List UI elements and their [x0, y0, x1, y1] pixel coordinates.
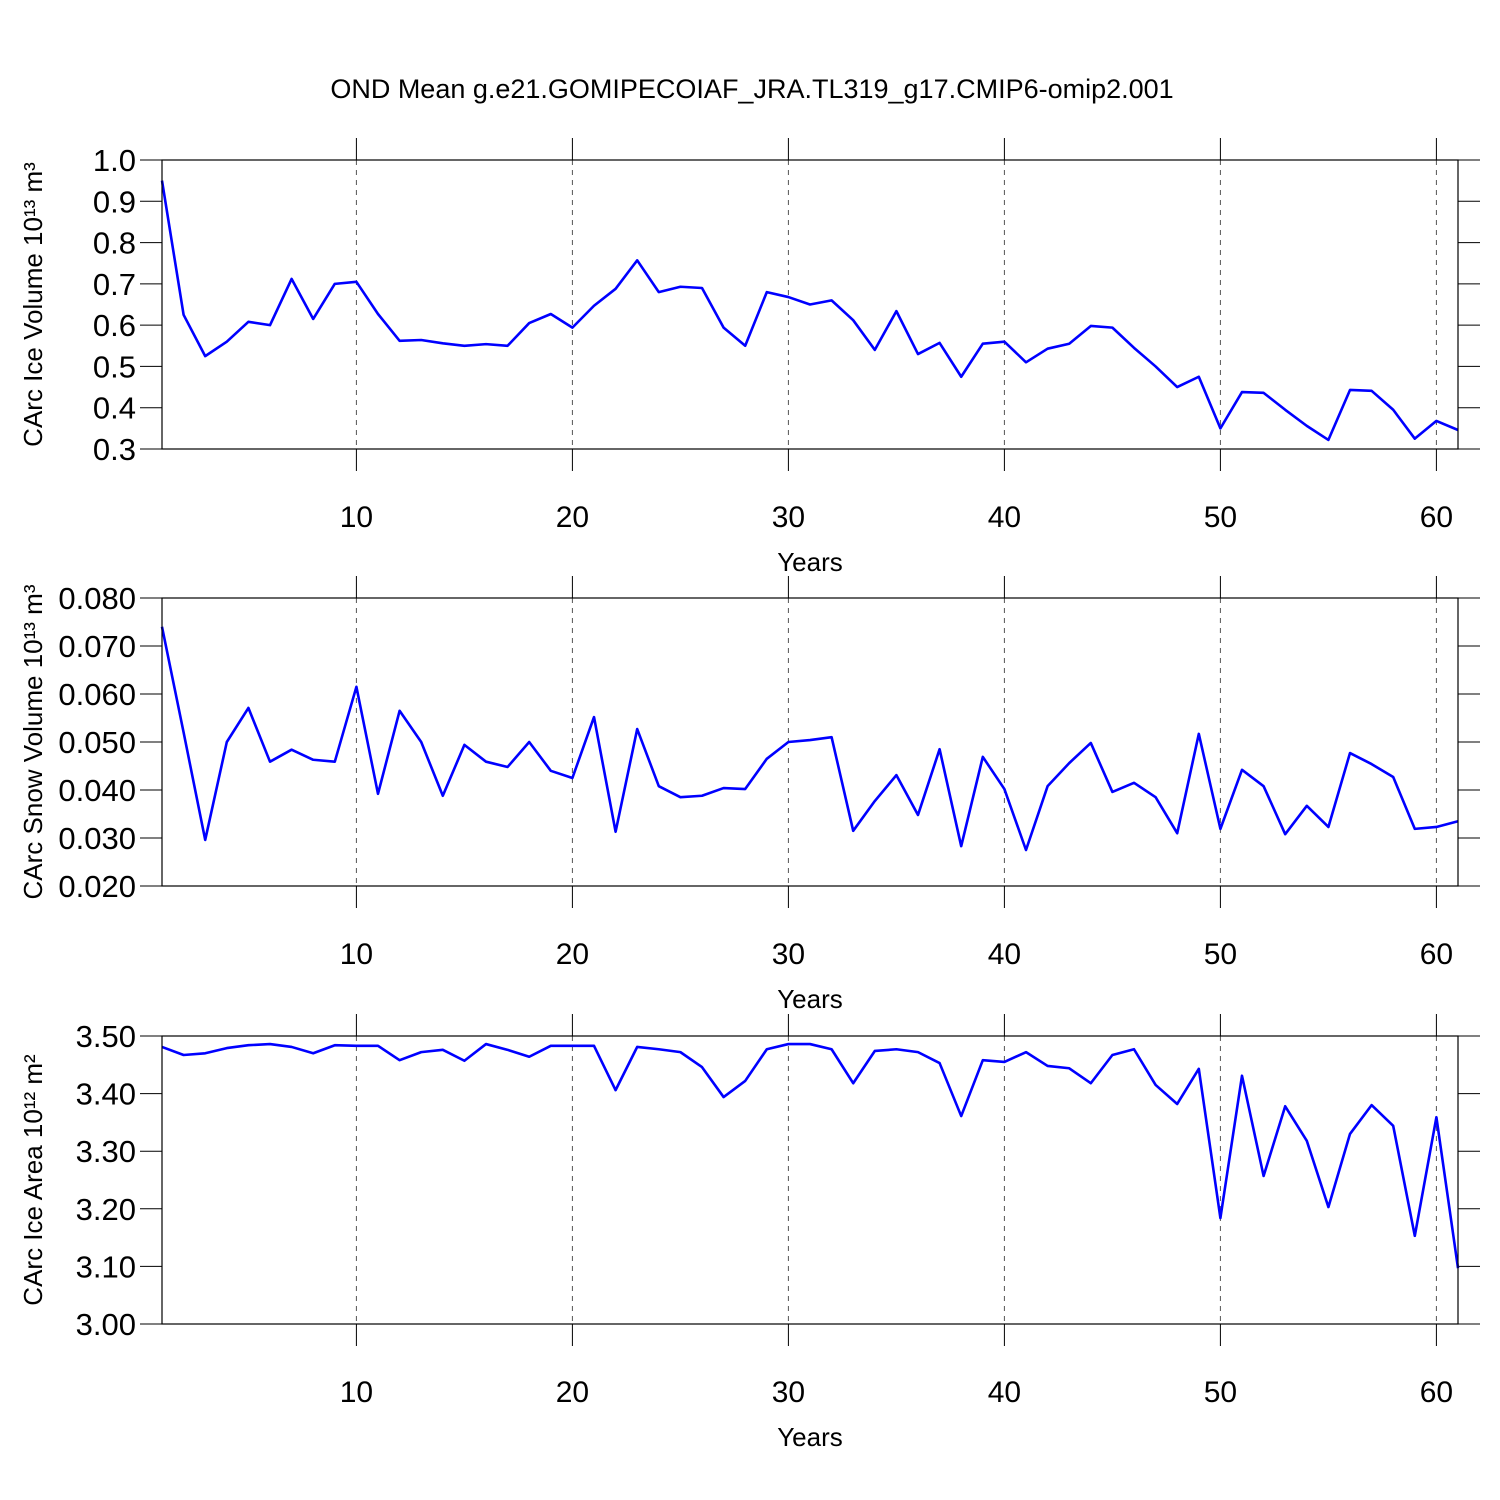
y-tick-label: 0.040 — [58, 773, 136, 808]
x-tick-label: 60 — [1420, 1376, 1453, 1409]
y-tick-label: 3.10 — [76, 1249, 136, 1284]
plot-frame — [161, 1035, 1459, 1325]
x-tick-label: 40 — [988, 1376, 1021, 1409]
y-axis-label-group: CArc Snow Volume 10¹³ m³ — [18, 584, 48, 899]
x-tick-label: 20 — [556, 938, 589, 971]
x-axis-label: Years — [777, 1422, 843, 1452]
y-axis-label: CArc Ice Area 10¹² m² — [18, 1054, 48, 1306]
chart-title: OND Mean g.e21.GOMIPECOIAF_JRA.TL319_g17… — [330, 74, 1173, 104]
x-tick-label: 20 — [556, 1376, 589, 1409]
y-axis-label: CArc Snow Volume 10¹³ m³ — [18, 584, 48, 899]
y-tick-label: 0.020 — [58, 869, 136, 904]
y-tick-label: 0.060 — [58, 677, 136, 712]
y-axis-label: CArc Ice Volume 10¹³ m³ — [18, 162, 48, 447]
y-axis-label-group: CArc Ice Volume 10¹³ m³ — [18, 162, 48, 447]
y-tick-label: 3.40 — [76, 1077, 136, 1112]
x-axis-label: Years — [777, 984, 843, 1014]
y-tick-label: 3.30 — [76, 1134, 136, 1169]
y-tick-label: 0.080 — [58, 581, 136, 616]
y-tick-label: 0.030 — [58, 821, 136, 856]
x-tick-label: 50 — [1204, 1376, 1237, 1409]
y-tick-label: 0.8 — [93, 226, 136, 261]
y-tick-label: 3.00 — [76, 1307, 136, 1342]
x-tick-label: 10 — [340, 938, 373, 971]
x-tick-label: 20 — [556, 501, 589, 534]
y-tick-label: 0.3 — [93, 432, 136, 467]
y-tick-label: 0.6 — [93, 308, 136, 343]
y-tick-label: 0.070 — [58, 629, 136, 664]
y-tick-label: 0.5 — [93, 349, 136, 384]
y-tick-label: 0.9 — [93, 184, 136, 219]
x-tick-label: 30 — [772, 501, 805, 534]
x-tick-label: 10 — [340, 501, 373, 534]
y-tick-label: 3.50 — [76, 1019, 136, 1054]
y-tick-label: 0.7 — [93, 267, 136, 302]
y-tick-label: 0.050 — [58, 725, 136, 760]
y-tick-label: 0.4 — [93, 391, 136, 426]
x-tick-label: 60 — [1420, 501, 1453, 534]
data-line — [161, 1042, 1460, 1269]
x-tick-label: 40 — [988, 501, 1021, 534]
y-tick-label: 3.20 — [76, 1192, 136, 1227]
x-tick-label: 40 — [988, 938, 1021, 971]
x-tick-label: 30 — [772, 1376, 805, 1409]
y-axis-label-group: CArc Ice Area 10¹² m² — [18, 1054, 48, 1306]
x-tick-label: 60 — [1420, 938, 1453, 971]
x-tick-label: 50 — [1204, 938, 1237, 971]
x-axis-label: Years — [777, 547, 843, 577]
x-tick-label: 10 — [340, 1376, 373, 1409]
y-tick-label: 1.0 — [93, 143, 136, 178]
plot-frame — [161, 597, 1459, 887]
data-line — [160, 626, 1459, 852]
x-tick-label: 30 — [772, 938, 805, 971]
data-line — [160, 180, 1459, 442]
x-tick-label: 50 — [1204, 501, 1237, 534]
plot-frame — [161, 159, 1459, 450]
